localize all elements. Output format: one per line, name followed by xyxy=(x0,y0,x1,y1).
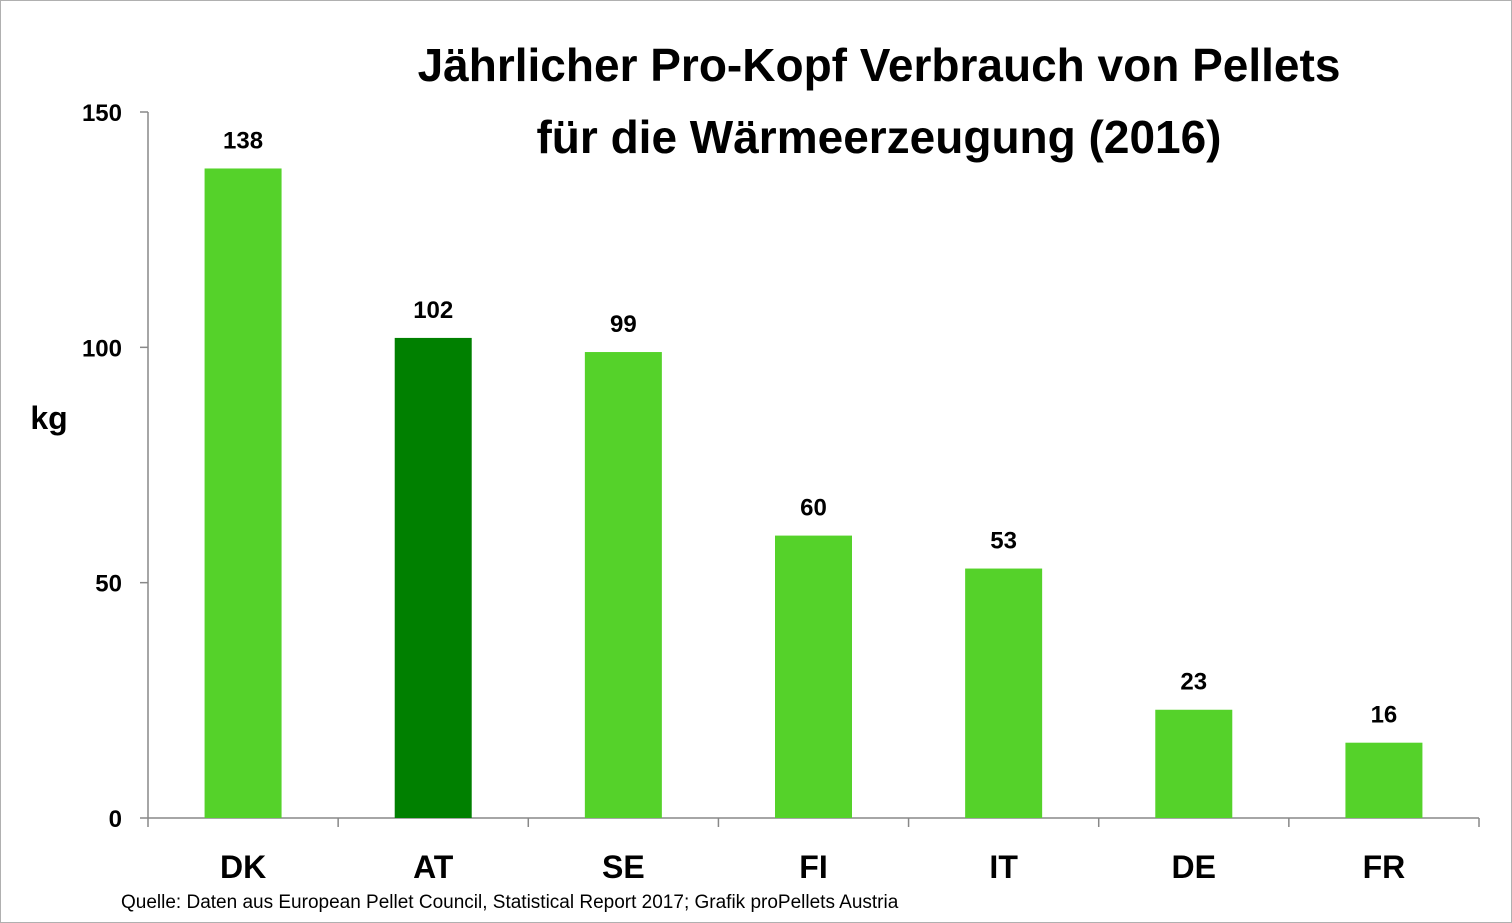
data-label-se: 99 xyxy=(610,311,637,338)
x-tick-label-dk: DK xyxy=(220,849,266,885)
data-label-dk: 138 xyxy=(223,127,263,154)
y-tick-label: 150 xyxy=(82,100,122,127)
data-label-it: 53 xyxy=(990,528,1017,555)
x-tick-label-fr: FR xyxy=(1363,849,1406,885)
bars: 138 DK 102 AT 99 SE 60 FI 53 IT 23 DE 16 FR xyxy=(204,127,1423,885)
chart-title-line-2: für die Wärmeerzeugung (2016) xyxy=(536,111,1221,163)
y-axis-label: kg xyxy=(30,400,67,436)
bar-it xyxy=(965,568,1043,818)
x-tick-label-it: IT xyxy=(989,849,1018,885)
bar-fr xyxy=(1345,742,1423,818)
data-label-fr: 16 xyxy=(1371,702,1398,729)
data-label-de: 23 xyxy=(1180,669,1207,696)
source-note: Quelle: Daten aus European Pellet Counci… xyxy=(121,892,899,913)
data-label-at: 102 xyxy=(413,297,453,324)
data-label-fi: 60 xyxy=(800,495,827,522)
bar-at xyxy=(394,337,472,818)
x-tick-label-at: AT xyxy=(413,849,454,885)
x-tick-label-se: SE xyxy=(602,849,645,885)
x-tick-label-fi: FI xyxy=(799,849,827,885)
y-tick-label: 50 xyxy=(95,571,122,598)
bar-fi xyxy=(775,535,852,818)
bar-se xyxy=(584,352,662,818)
y-tick-label: 0 xyxy=(109,806,122,833)
chart-title-line-1: Jährlicher Pro-Kopf Verbrauch von Pellet… xyxy=(418,39,1341,91)
bar-de xyxy=(1155,709,1233,818)
x-tick-label-de: DE xyxy=(1172,849,1216,885)
axes: 0 50 100 150 xyxy=(82,100,1480,833)
y-tick-label: 100 xyxy=(82,335,122,362)
bar-dk xyxy=(204,168,282,819)
